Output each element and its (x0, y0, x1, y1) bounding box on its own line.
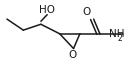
Text: NH: NH (109, 29, 125, 39)
Text: O: O (69, 50, 77, 60)
Text: O: O (83, 8, 91, 17)
Text: 2: 2 (118, 34, 122, 43)
Text: HO: HO (39, 4, 55, 15)
